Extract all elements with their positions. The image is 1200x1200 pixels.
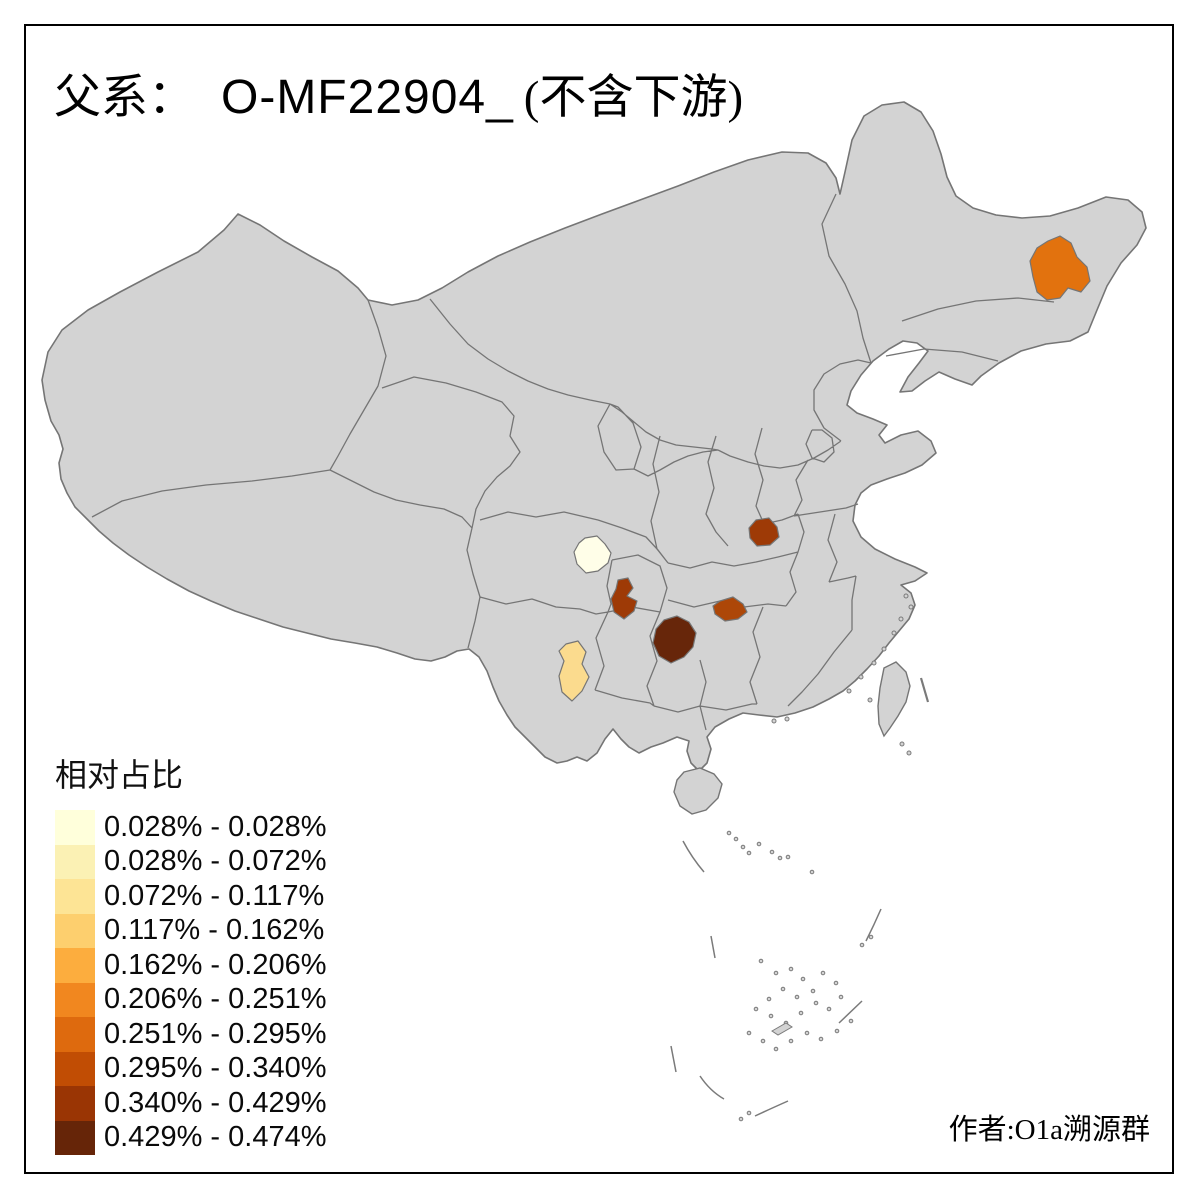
- hainan-island: [673, 767, 723, 815]
- legend-row: 0.028% - 0.028%: [55, 810, 326, 845]
- title-prefix: 父系：: [54, 72, 195, 124]
- legend: 相对占比 0.028% - 0.028% 0.028% - 0.072% 0.072…: [55, 750, 326, 1155]
- map-region-northeast: [1029, 235, 1091, 301]
- islands: [673, 661, 911, 815]
- highlighted-regions: [558, 235, 1091, 702]
- legend-swatch: [55, 948, 95, 983]
- map-region-chongqing: [610, 577, 638, 620]
- map-region-yunnan: [558, 640, 590, 702]
- legend-title: 相对占比: [55, 757, 184, 793]
- legend-label: 0.295% - 0.340%: [104, 1052, 327, 1085]
- legend-label: 0.028% - 0.072%: [104, 845, 327, 878]
- legend-swatch: [55, 810, 95, 845]
- legend-swatch: [55, 879, 95, 914]
- map-region-hubei: [748, 517, 780, 547]
- title-suffix: (不含下游): [523, 72, 744, 124]
- legend-row: 0.206% - 0.251%: [55, 982, 327, 1017]
- legend-label: 0.429% - 0.474%: [104, 1121, 327, 1154]
- legend-row: 0.340% - 0.429%: [55, 1086, 326, 1121]
- legend-row: 0.162% - 0.206%: [55, 948, 326, 983]
- map-region-sichuan-basin: [573, 535, 612, 574]
- attribution: 作者:O1a溯源群: [948, 1114, 1150, 1146]
- taiwan-island: [877, 661, 911, 738]
- map-title: 父系： O-MF22904_ (不含下游): [54, 58, 743, 127]
- legend-label: 0.162% - 0.206%: [104, 948, 327, 981]
- legend-swatch: [55, 982, 95, 1017]
- plot-frame: [24, 24, 1174, 1174]
- legend-swatch: [55, 913, 95, 948]
- map-region-guizhou: [652, 615, 697, 664]
- legend-swatch: [55, 844, 95, 879]
- title-haplogroup: O-MF22904_: [221, 71, 514, 124]
- legend-swatch: [55, 1120, 95, 1155]
- legend-row: 0.072% - 0.117%: [55, 879, 326, 914]
- mainland-outline: [41, 101, 1147, 772]
- legend-swatch: [55, 1017, 95, 1052]
- legend-label: 0.340% - 0.429%: [104, 1086, 327, 1119]
- legend-row: 0.117% - 0.162%: [55, 913, 326, 948]
- islets: [670, 593, 930, 1122]
- legend-label: 0.117% - 0.162%: [104, 914, 325, 947]
- legend-label: 0.072% - 0.117%: [104, 879, 325, 912]
- legend-swatch: [55, 1086, 95, 1121]
- map-region-hunan: [712, 596, 748, 622]
- legend-label: 0.028% - 0.028%: [104, 810, 327, 843]
- legend-row: 0.251% - 0.295%: [55, 1017, 326, 1052]
- legend-row: 0.429% - 0.474%: [55, 1120, 327, 1155]
- legend-label: 0.251% - 0.295%: [104, 1017, 327, 1050]
- legend-swatch: [55, 1051, 95, 1086]
- legend-label: 0.206% - 0.251%: [104, 983, 327, 1016]
- legend-row: 0.295% - 0.340%: [55, 1051, 327, 1086]
- legend-row: 0.028% - 0.072%: [55, 844, 327, 879]
- legend-entries: 0.028% - 0.028% 0.028% - 0.072% 0.072% - 0…: [55, 810, 326, 1155]
